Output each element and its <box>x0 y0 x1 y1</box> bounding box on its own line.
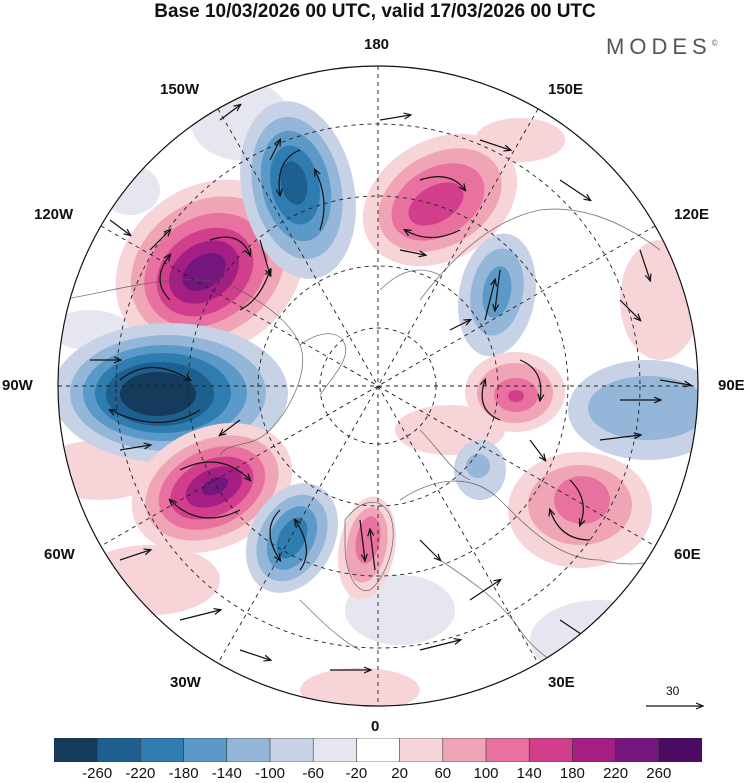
colorbar-tick-label: 260 <box>646 765 672 782</box>
colorbar-tick-label: 180 <box>559 765 585 782</box>
colorbar <box>54 738 702 762</box>
anomaly-positive-90e <box>465 352 565 432</box>
colorbar-tick-label: -180 <box>168 765 199 782</box>
map-title: Base 10/03/2026 00 UTC, valid 17/03/2026… <box>154 1 596 22</box>
anomaly-region <box>620 240 698 360</box>
colorbar-swatch <box>399 738 444 762</box>
colorbar-swatch <box>572 738 617 762</box>
colorbar-swatch <box>485 738 531 762</box>
colorbar-tick-label: 100 <box>473 765 499 782</box>
anomaly-region <box>100 165 160 215</box>
label-0: 0 <box>371 718 380 735</box>
wind-vectors <box>90 105 690 670</box>
label-60w: 60W <box>44 546 75 563</box>
coastlines <box>59 208 691 691</box>
colorbar-swatch <box>658 738 702 762</box>
brand-logo: MODES© <box>606 34 718 59</box>
colorbar-swatch <box>312 738 358 762</box>
label-30w: 30W <box>170 674 201 691</box>
anomaly-positive-20w <box>337 496 397 600</box>
colorbar-swatch <box>442 738 487 762</box>
colorbar-swatch <box>226 738 271 762</box>
colorbar-swatch <box>96 738 142 762</box>
reference-vector-label: 30 <box>666 684 680 698</box>
colorbar-tick-label: -220 <box>125 765 156 782</box>
anomaly-positive-60e <box>508 452 652 568</box>
label-120e: 120E <box>674 206 710 223</box>
map-border <box>57 65 699 707</box>
colorbar-swatch <box>183 738 228 762</box>
graticule <box>58 66 698 706</box>
colorbar-tick-label: -100 <box>254 765 286 782</box>
anomaly-region <box>80 545 220 615</box>
label-120w: 120W <box>34 206 74 223</box>
colorbar-tick-label: -60 <box>302 765 325 782</box>
colorbar-tick-label: 140 <box>516 765 542 782</box>
colorbar-tick-label: 220 <box>603 765 629 782</box>
colorbar-swatch <box>269 738 315 762</box>
anomaly-field <box>58 80 698 706</box>
label-150e: 150E <box>548 81 584 98</box>
colorbar-swatch <box>140 738 185 762</box>
colorbar-swatch <box>528 738 574 762</box>
label-60e: 60E <box>674 546 701 563</box>
label-90w: 90W <box>2 377 33 394</box>
label-30e: 30E <box>548 674 575 691</box>
anomaly-positive-60w <box>131 423 293 553</box>
colorbar-tick-label: 20 <box>391 765 408 782</box>
colorbar-tick-label: -20 <box>345 765 368 782</box>
anomaly-positive-120w <box>115 179 305 357</box>
anomaly-region <box>300 668 420 706</box>
colorbar-swatch <box>54 738 99 762</box>
colorbar-tick-label: -140 <box>211 765 242 782</box>
colorbar-swatch <box>356 738 401 762</box>
colorbar-swatch <box>615 738 660 762</box>
anomaly-positive-150e <box>362 133 518 267</box>
colorbar-tick-label: 60 <box>434 765 452 782</box>
label-180: 180 <box>364 36 390 53</box>
anomaly-region <box>530 600 670 680</box>
colorbar-tick-label: -260 <box>82 765 113 782</box>
label-150w: 150W <box>160 81 200 98</box>
label-90e: 90E <box>718 377 745 394</box>
